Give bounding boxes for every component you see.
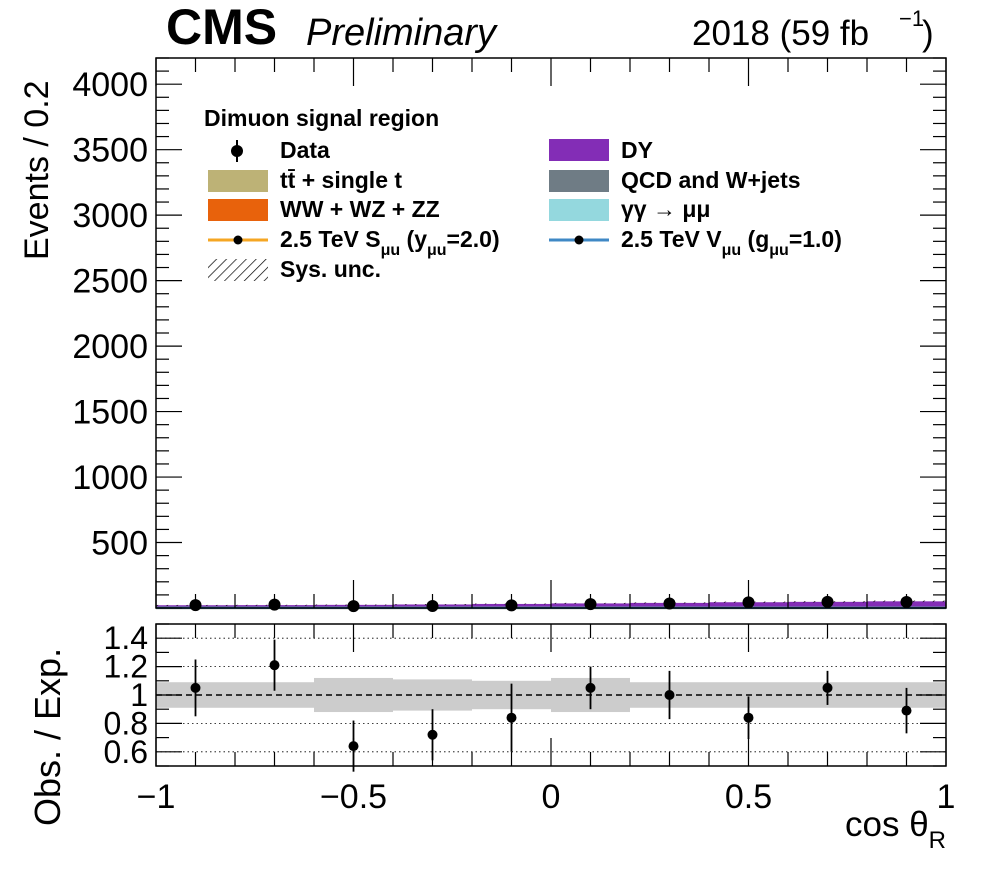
lumi-text: 2018 (59 fb (692, 14, 869, 53)
legend-entry-diboson: WW + WZ + ZZ (208, 196, 440, 222)
main-ytick-label-1: 1000 (72, 459, 148, 497)
ratio-ytick-label-2: 1 (130, 677, 148, 713)
legend-signal-v-label: 2.5 TeV Vμu (gμu=1.0) (621, 226, 842, 259)
legend: Dimuon signal region Data tt̄ + single t… (204, 105, 842, 282)
ratio-point-3 (427, 729, 438, 740)
ratio-xtick-label-0: −1 (137, 778, 176, 816)
ratio-xtick-label-2: 0 (542, 778, 561, 816)
ratio-point-0 (190, 682, 201, 693)
legend-entry-signal-s: 2.5 TeV Sμu (yμu=2.0) (208, 226, 500, 259)
legend-qcd-label: QCD and W+jets (621, 167, 801, 193)
legend-entry-ttbar: tt̄ + single t (208, 167, 402, 193)
legend-photon-swatch (549, 199, 609, 221)
legend-title: Dimuon signal region (204, 105, 439, 131)
main-ytick-label-7: 4000 (72, 66, 148, 104)
ratio-axis-ticks: 0.60.811.21.4−1 −0.5 0 0.5 1 (104, 620, 956, 816)
legend-entry-signal-v: 2.5 TeV Vμu (gμu=1.0) (549, 226, 842, 259)
ratio-grid-layer (156, 637, 946, 753)
ratio-point-7 (743, 712, 754, 723)
main-ytick-label-6: 3500 (72, 132, 148, 170)
ratio-xtick-label-4: 1 (937, 778, 956, 816)
legend-diboson-label: WW + WZ + ZZ (280, 196, 440, 222)
ratio-point-4 (506, 712, 517, 723)
lumi-close: ) (922, 14, 934, 53)
legend-data-label: Data (280, 137, 330, 163)
ratio-point-6 (664, 690, 675, 700)
legend-qcd-swatch (549, 170, 609, 192)
main-ytick-label-0: 500 (91, 525, 148, 563)
main-ytick-label-2: 1500 (72, 394, 148, 432)
legend-dy-label: DY (621, 137, 653, 163)
legend-photon-label: γγ → μμ (621, 196, 711, 222)
legend-signal-s-label: 2.5 TeV Sμu (yμu=2.0) (280, 226, 500, 259)
ratio-ytick-label-1: 0.8 (104, 705, 148, 741)
legend-entry-qcd: QCD and W+jets (549, 167, 801, 193)
legend-ttbar-label: tt̄ + single t (280, 167, 402, 193)
legend-entry-sys-unc: Sys. unc. (208, 256, 381, 282)
legend-dy-swatch (549, 139, 609, 161)
legend-entry-photon: γγ → μμ (549, 196, 711, 222)
ratio-point-9 (901, 705, 912, 716)
ratio-point-1 (269, 660, 280, 671)
luminosity-label: 2018 (59 fb −1 ) (692, 6, 934, 53)
main-ytick-label-3: 2000 (72, 328, 148, 366)
legend-entry-dy: DY (549, 137, 653, 163)
legend-diboson-swatch (208, 199, 268, 221)
legend-sys-label: Sys. unc. (280, 256, 381, 282)
legend-sys-swatch (208, 259, 268, 281)
ratio-xtick-label-1: −0.5 (320, 778, 387, 816)
ratio-point-8 (822, 682, 833, 693)
main-ytick-label-5: 3000 (72, 197, 148, 235)
main-axis-ticks: 500 1000 1500 2000 2500 3000 3500 4000 (72, 57, 947, 609)
ratio-ytick-label-4: 1.4 (104, 620, 148, 656)
main-ytick-label-4: 2500 (72, 263, 148, 301)
legend-entry-data: Data (231, 137, 330, 163)
ratio-panel: 0.60.811.21.4−1 −0.5 0 0.5 1 Obs. / Exp. cos… (27, 620, 955, 854)
legend-data-marker (231, 145, 243, 157)
cms-label: CMS (166, 0, 277, 55)
legend-ttbar-swatch (208, 170, 268, 192)
ratio-ytick-label-3: 1.2 (104, 649, 148, 685)
ratio-ytick-label-0: 0.6 (104, 734, 148, 770)
main-y-axis-label: Events / 0.2 (18, 80, 56, 260)
x-axis-label: cos θR (845, 805, 946, 854)
preliminary-label: Preliminary (306, 12, 498, 54)
ratio-xtick-label-3: 0.5 (725, 778, 772, 816)
ratio-y-axis-label: Obs. / Exp. (27, 648, 68, 826)
legend-signal-s-marker (233, 235, 243, 245)
legend-signal-v-marker (574, 235, 584, 245)
main-panel: 500 1000 1500 2000 2500 3000 3500 4000 Events /… (18, 57, 947, 613)
ratio-point-5 (585, 682, 596, 693)
lumi-exponent: −1 (899, 6, 924, 31)
